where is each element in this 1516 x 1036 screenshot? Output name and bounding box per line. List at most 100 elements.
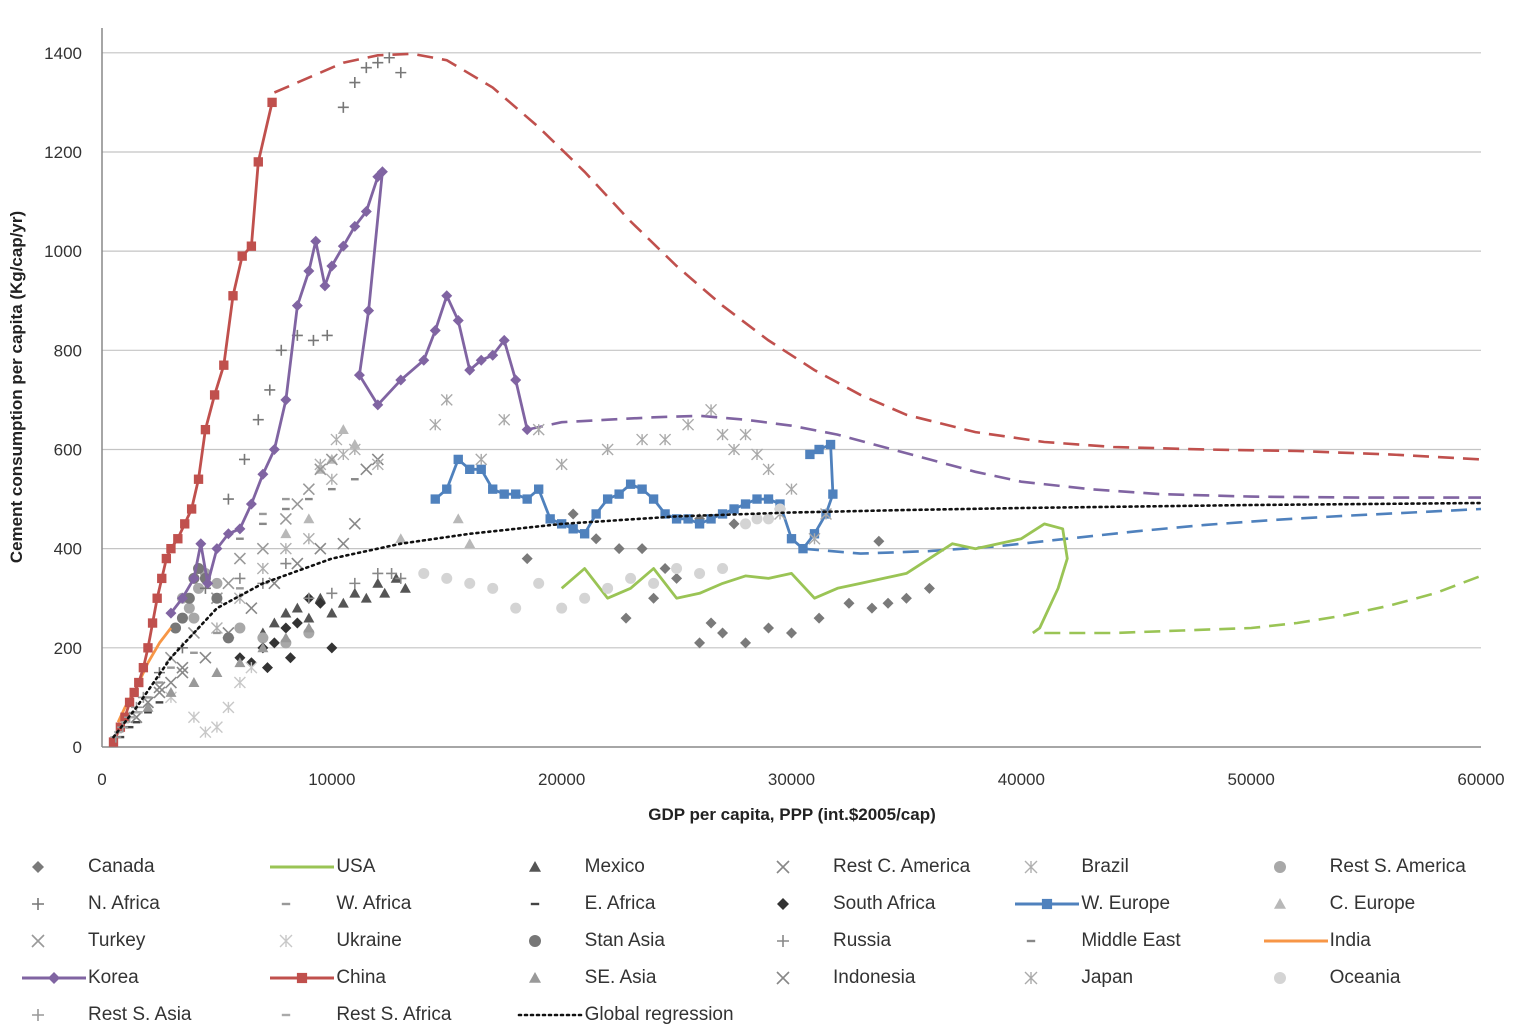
data-point-n-africa [395,67,407,79]
data-point-w-europe [511,489,521,499]
legend-marker [776,897,789,910]
data-point-n-africa [238,453,250,465]
legend-label: Oceania [1329,966,1401,988]
data-point-turkey [256,542,269,555]
data-point-c-europe [303,513,315,524]
data-point-ukraine [187,711,200,724]
data-point-rest-c-america [348,517,361,530]
data-point-se-asia [280,632,292,643]
y-tick-label: 600 [54,440,82,459]
data-point-brazil [210,621,223,634]
legend-symbol-rest-s-africa [282,1013,291,1016]
data-point-china [166,543,176,554]
x-tick-label: 20000 [538,770,585,789]
data-point-china [246,241,257,251]
data-point-canada [620,612,632,624]
data-point-china [161,553,172,564]
legend-label: C. Europe [1329,892,1416,914]
legend-label: E. Africa [584,892,656,914]
legend-label: USA [336,855,376,877]
series-line-usa [560,522,1069,635]
series-usa [560,522,1069,635]
data-point-w-europe [740,499,751,509]
legend-label: Mexico [584,855,645,877]
data-point-w-europe [825,439,836,450]
legend-marker [776,859,790,874]
series-global-regression [112,501,1483,739]
data-point-w-europe [579,529,590,539]
data-point-ukraine [233,676,246,689]
legend-symbol-middle-east [1027,939,1036,942]
data-point-china [219,360,229,370]
data-point-korea [475,354,487,366]
projection-curve [802,507,1482,555]
legend-marker [528,934,541,947]
data-point-russia [395,572,407,584]
data-point-canada [694,637,706,649]
data-point-w-europe [465,464,475,474]
chart-canvas: 0 200 400 600 800 1000 1200 1400 0 10000 20000 300… [7,28,1505,824]
data-point-mexico [326,607,338,618]
data-point-japan [762,463,775,476]
data-point-turkey [302,483,315,496]
data-point-mexico [360,592,372,603]
data-point-russia [372,567,384,579]
legend-label: Middle East [1081,929,1181,951]
data-point-korea [429,324,441,336]
data-point-korea [280,394,292,406]
data-point-japan [659,433,672,446]
x-tick-label: 50000 [1228,770,1275,789]
data-point-korea [234,523,246,535]
y-tick-label: 200 [54,639,82,658]
legend-marker [48,971,60,984]
series-korea [165,166,533,619]
data-point-w-europe [706,514,716,524]
series-china [108,97,277,747]
projection-curves [273,52,1482,635]
data-point-rest-c-america [153,681,166,694]
data-point-rest-c-america [360,463,373,476]
legend-label: Rest S. Asia [88,1003,192,1025]
data-point-se-asia [142,701,154,712]
data-point-canada [613,543,625,555]
data-point-china [237,251,247,261]
data-point-china [143,643,153,653]
data-point-w-europe [798,543,808,554]
data-point-korea [360,205,372,217]
data-point-south-africa [284,652,296,664]
data-point-oceania [671,562,683,574]
data-point-oceania [441,572,453,584]
data-point-w-europe [591,509,601,519]
legend-marker [1273,971,1286,984]
y-tick-label: 800 [54,341,82,360]
data-point-japan [682,418,695,431]
data-point-korea [372,399,384,411]
series-line-global-regression [112,501,1483,739]
legend-marker [31,933,45,948]
data-point-korea [291,300,303,312]
data-point-china [134,677,144,688]
data-point-mexico [268,617,280,628]
data-point-w-europe [442,484,452,494]
y-tick-label: 1000 [44,242,82,261]
data-point-n-africa [321,329,333,341]
data-point-w-europe [430,494,440,504]
legend-marker [528,860,541,872]
data-point-korea [418,354,430,366]
data-point-rest-c-america [337,537,350,550]
data-point-canada [866,602,878,614]
legend-label: Rest S. America [1329,855,1466,877]
legend-symbol-south-africa [776,897,789,910]
data-point-china [200,424,211,435]
data-point-russia [234,572,246,584]
legend-symbol-w-europe [1015,898,1080,909]
data-point-w-europe [752,494,762,504]
data-point-w-europe [660,509,670,519]
data-point-korea [268,443,280,455]
legend-item-w-africa: W. Africa [268,889,516,918]
x-axis-title: GDP per capita, PPP (int.$2005/cap) [648,805,936,824]
legend-symbol-oceania [1273,971,1286,984]
data-point-korea [310,235,322,247]
legend-item-rest-c-america: Rest C. America [765,852,1013,881]
data-point-japan [728,443,741,456]
